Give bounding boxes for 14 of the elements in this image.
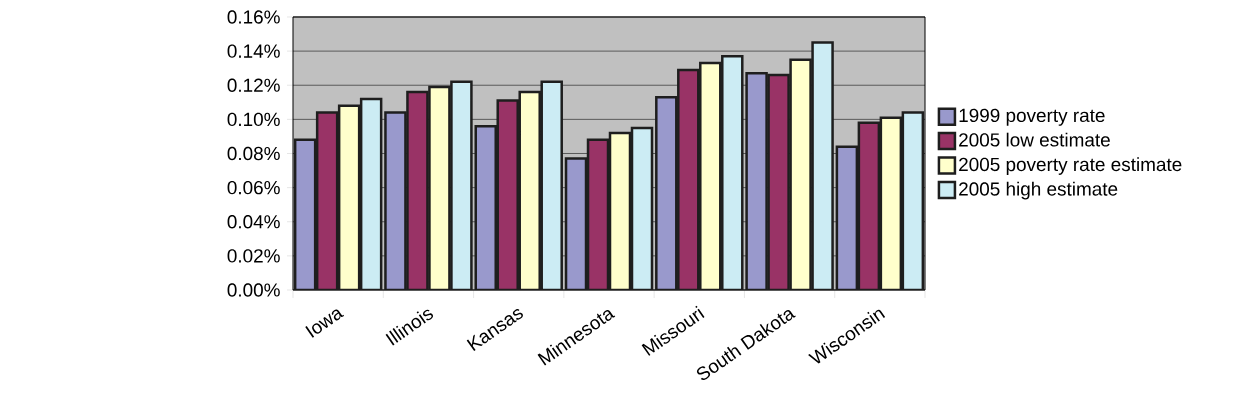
y-tick-label: 0.06% bbox=[227, 180, 280, 195]
y-tick-label: 0.10% bbox=[227, 112, 280, 127]
legend-label: 2005 poverty rate estimate bbox=[959, 157, 1182, 175]
legend-label: 2005 high estimate bbox=[959, 181, 1118, 200]
y-tick-label: 0.02% bbox=[227, 249, 280, 263]
y-tick-label: 0.12% bbox=[227, 78, 280, 92]
y-tick-label: 0.16% bbox=[227, 10, 280, 24]
x-tick-label: Iowa bbox=[305, 309, 344, 338]
y-tick-label: 0.14% bbox=[227, 44, 280, 58]
legend-label: 1999 poverty rate bbox=[959, 108, 1105, 126]
y-tick-label: 0.04% bbox=[227, 215, 280, 229]
y-tick-label: 0.08% bbox=[227, 146, 280, 161]
y-tick-label: 0.00% bbox=[227, 283, 280, 297]
legend-label: 2005 low estimate bbox=[959, 132, 1110, 147]
